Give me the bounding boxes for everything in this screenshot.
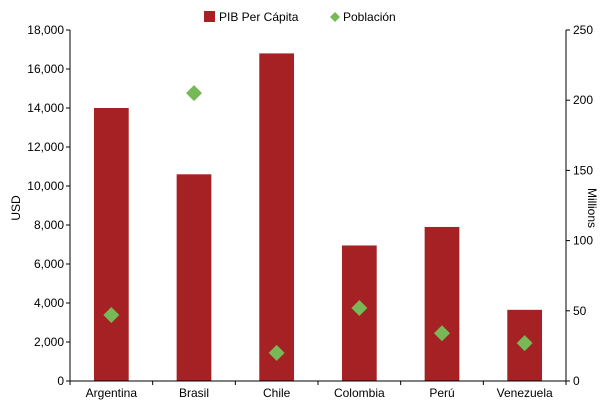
x-tick-label: Argentina [86, 386, 138, 400]
right-tick-label: 0 [573, 374, 580, 388]
left-axis-ticks: 0 2,000 4,000 6,000 8,000 10,000 12,000 14,000 1… [27, 23, 70, 388]
diamond-marker [516, 335, 533, 352]
bar [259, 53, 295, 382]
left-tick-label: 0 [57, 374, 64, 388]
bar [176, 174, 212, 381]
legend: PIB Per Cápita Población [204, 10, 396, 24]
marker-series [103, 85, 533, 361]
x-tick-label: Colombia [334, 386, 385, 400]
left-tick-label: 14,000 [27, 101, 64, 115]
right-tick-label: 250 [573, 23, 593, 37]
legend-swatch-bar [204, 11, 215, 22]
legend-swatch-marker [330, 12, 340, 22]
x-tick-label: Chile [263, 386, 291, 400]
diamond-marker [103, 307, 120, 324]
left-axis-title: USD [9, 195, 23, 221]
axes [69, 30, 567, 382]
x-axis-ticks: Argentina Brasil Chile Colombia Perú Venezuel… [69, 381, 567, 400]
left-tick-label: 12,000 [27, 140, 64, 154]
left-tick-label: 18,000 [27, 23, 64, 37]
bar [93, 108, 129, 381]
left-tick-label: 4,000 [34, 296, 64, 310]
diamond-marker [434, 325, 450, 342]
left-tick-label: 2,000 [34, 335, 64, 349]
left-tick-label: 8,000 [34, 218, 64, 232]
legend-label: Población [343, 10, 396, 24]
x-tick-label: Perú [429, 386, 454, 400]
right-tick-label: 200 [573, 93, 593, 107]
right-tick-label: 100 [573, 234, 593, 248]
left-tick-label: 16,000 [27, 62, 64, 76]
right-axis-title: Millions [585, 188, 599, 228]
right-tick-label: 150 [573, 163, 593, 177]
bar-series [93, 53, 543, 382]
left-tick-label: 6,000 [34, 257, 64, 271]
diamond-marker [186, 85, 202, 102]
bar [424, 226, 460, 381]
right-tick-label: 50 [573, 304, 587, 318]
left-tick-label: 10,000 [27, 179, 64, 193]
x-tick-label: Venezuela [497, 386, 553, 400]
diamond-marker [268, 344, 285, 361]
right-axis-ticks: 0 50 100 150 200 250 [566, 23, 593, 388]
x-tick-label: Brasil [179, 386, 209, 400]
legend-label: PIB Per Cápita [219, 10, 299, 24]
diamond-marker [351, 299, 368, 316]
